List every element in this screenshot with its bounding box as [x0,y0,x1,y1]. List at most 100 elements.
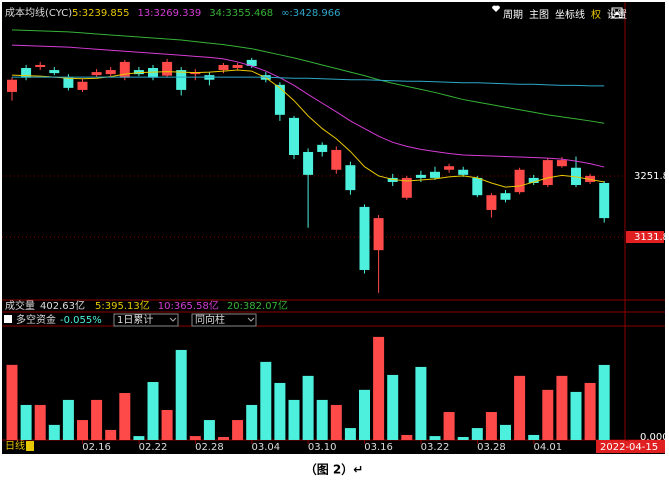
x-tick-label: 02.22 [139,442,168,453]
volume-bar [91,399,103,440]
volume-ma-label: 20:382.07亿 [227,299,288,312]
candle-body [331,149,342,170]
volume-bar [598,364,610,440]
x-tick-label: 03.04 [251,442,280,453]
volume-bar [570,391,582,440]
toolbar-item[interactable]: 权 [591,8,601,21]
x-tick-label: 02.16 [82,442,111,453]
volume-bar [514,375,526,440]
main-title: 成本均线(CYC) [5,6,72,19]
up-arrow [614,11,620,15]
candle-body [345,165,356,191]
candle-body [176,70,187,90]
volume-bar [288,399,300,440]
x-tick-label: 03.28 [477,442,506,453]
legend-entry: 34:3355.468 [209,8,273,19]
volume-value: 402.63亿 [40,299,85,312]
y-tick-label: 3251.8 [634,171,669,182]
candle-body [500,193,511,200]
candle-body [486,195,497,210]
volume-bar [48,424,60,440]
volume-bar [232,420,244,440]
toolbar-item[interactable]: 周期 [503,9,523,21]
volume-title: 成交量 [5,299,35,312]
x-tick-label: 03.10 [308,442,337,453]
candle-body [49,70,60,74]
volume-bar [175,349,187,440]
toolbar-item[interactable]: 主图 [529,9,549,21]
volume-bar [62,399,74,440]
period-label: 日线 [5,439,25,452]
candle-body [148,68,158,78]
toolbar-item[interactable]: 坐标线 [555,8,585,21]
candle-body [373,218,384,251]
legend-entry: 5:3239.855 [72,8,129,19]
date-label: 2022-04-15 [600,442,658,453]
fund-title: 多空资金 [16,313,56,326]
caption: （图 2）↵ [305,462,364,477]
candle-body [7,79,17,92]
candle-body [91,72,102,76]
select-arrow [247,317,255,322]
y-tick-label: 3131.8 [634,232,669,243]
candle-body [218,64,229,71]
y-tick-label: 0.000 [640,432,669,443]
period-icon [26,441,34,451]
volume-bar [443,412,455,440]
candle-body [317,144,328,152]
volume-bar [584,382,596,440]
volume-bar [542,389,554,440]
ma-line [11,69,605,188]
candle-body [119,61,130,78]
x-tick-label: 02.28 [195,442,224,453]
volume-bar [161,409,173,440]
volume-bar [20,404,32,440]
candle-body [190,72,201,75]
volume-bar [203,420,215,440]
select-text: 1日累计 [117,313,153,326]
volume-bar [457,437,469,440]
toolbar [492,5,623,19]
candle-body [472,177,483,196]
volume-bar [556,375,568,440]
fund-icon [4,315,12,323]
candle-body [289,117,299,156]
select[interactable] [113,313,179,327]
volume-bar [218,437,229,440]
x-tick-label: 04.01 [533,442,562,453]
volume-bar [246,404,258,440]
x-tick-label: 03.22 [421,442,450,453]
volume-ma-label: 5:395.13亿 [95,299,150,312]
candle-body [571,167,581,186]
select[interactable] [191,313,257,327]
heart-icon[interactable] [492,5,500,12]
up-button[interactable] [611,7,623,19]
volume-bar [401,434,413,440]
candle-body [556,160,567,167]
ma-line [12,76,605,87]
candle-body [585,175,596,182]
candle-body [444,166,455,170]
candle-body [35,64,46,68]
volume-bar [119,393,131,440]
volume-bar [260,361,272,440]
candle-body [542,160,553,186]
candle-body [133,70,144,75]
volume-bar [471,428,483,440]
volume-bar [34,404,46,440]
toolbar-item[interactable]: 设置 [607,9,627,21]
volume-bar [359,389,370,440]
volume-bar [415,366,427,440]
candle-body [63,77,74,88]
volume-bar [6,364,18,440]
candle-body [303,151,314,175]
x-tick-label: 03.16 [364,442,393,453]
volume-bar [316,399,328,440]
volume-bar [500,424,511,440]
candle-body [232,64,243,69]
candle-body [599,182,610,219]
legend-entry: 13:3269.339 [137,8,201,19]
volume-bar [373,336,385,440]
candle-body [105,70,116,75]
